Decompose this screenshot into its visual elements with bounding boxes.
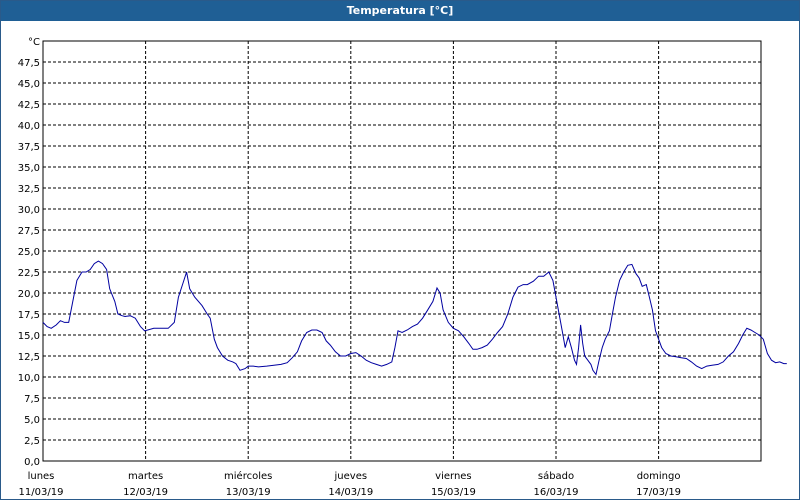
y-tick-label: 0,0 [24,457,40,468]
y-tick-label: 15,0 [18,331,40,342]
x-tick-date-label: 17/03/19 [636,487,681,498]
y-tick-label: 5,0 [24,415,40,426]
y-tick-label: 22,5 [18,268,40,279]
x-tick-day-label: lunes [28,471,55,482]
x-tick-date-label: 13/03/19 [226,487,271,498]
y-tick-label: 25,0 [18,247,40,258]
window-title: Temperatura [°C] [1,1,799,21]
y-tick-label: 20,0 [18,289,40,300]
y-axis-unit-label: °C [28,37,40,48]
y-tick-label: 32,5 [18,184,40,195]
x-tick-date-label: 16/03/19 [534,487,579,498]
y-tick-label: 35,0 [18,163,40,174]
x-tick-day-label: jueves [334,471,368,482]
chart-area: 0,0 2,5 5,0 7,5 10,0 12,5 15,0 17,5 20,0 22,5 25,0… [1,21,799,499]
y-tick-label: 7,5 [24,394,40,405]
x-tick-day-label: domingo [637,471,681,482]
x-tick-date-label: 12/03/19 [123,487,168,498]
y-tick-label: 10,0 [18,373,40,384]
temperature-chart: 0,0 2,5 5,0 7,5 10,0 12,5 15,0 17,5 20,0 22,5 25,0… [18,37,787,498]
x-tick-day-label: miércoles [224,470,272,482]
y-tick-label: 42,5 [18,100,40,111]
y-tick-label: 47,5 [18,58,40,69]
x-tick-date-label: 15/03/19 [431,487,476,498]
x-tick-date-label: 11/03/19 [19,487,64,498]
y-tick-label: 40,0 [18,121,40,132]
x-tick-day-label: sábado [538,470,574,482]
y-tick-label: 45,0 [18,79,40,90]
y-axis-ticks: 0,0 2,5 5,0 7,5 10,0 12,5 15,0 17,5 20,0 22,5 25,0… [18,58,40,468]
x-tick-date-label: 14/03/19 [328,487,373,498]
x-tick-day-label: martes [128,471,163,482]
temperature-series-line [42,260,787,376]
x-axis-ticks: lunes 11/03/19 martes 12/03/19 miércoles 13/0… [19,470,682,498]
y-tick-label: 37,5 [18,142,40,153]
y-tick-label: 30,0 [18,205,40,216]
y-tick-label: 2,5 [24,436,40,447]
grid [43,41,761,461]
y-tick-label: 17,5 [18,310,40,321]
plot-frame [42,40,762,462]
x-tick-day-label: viernes [435,471,471,482]
y-tick-label: 27,5 [18,226,40,237]
y-tick-label: 12,5 [18,352,40,363]
